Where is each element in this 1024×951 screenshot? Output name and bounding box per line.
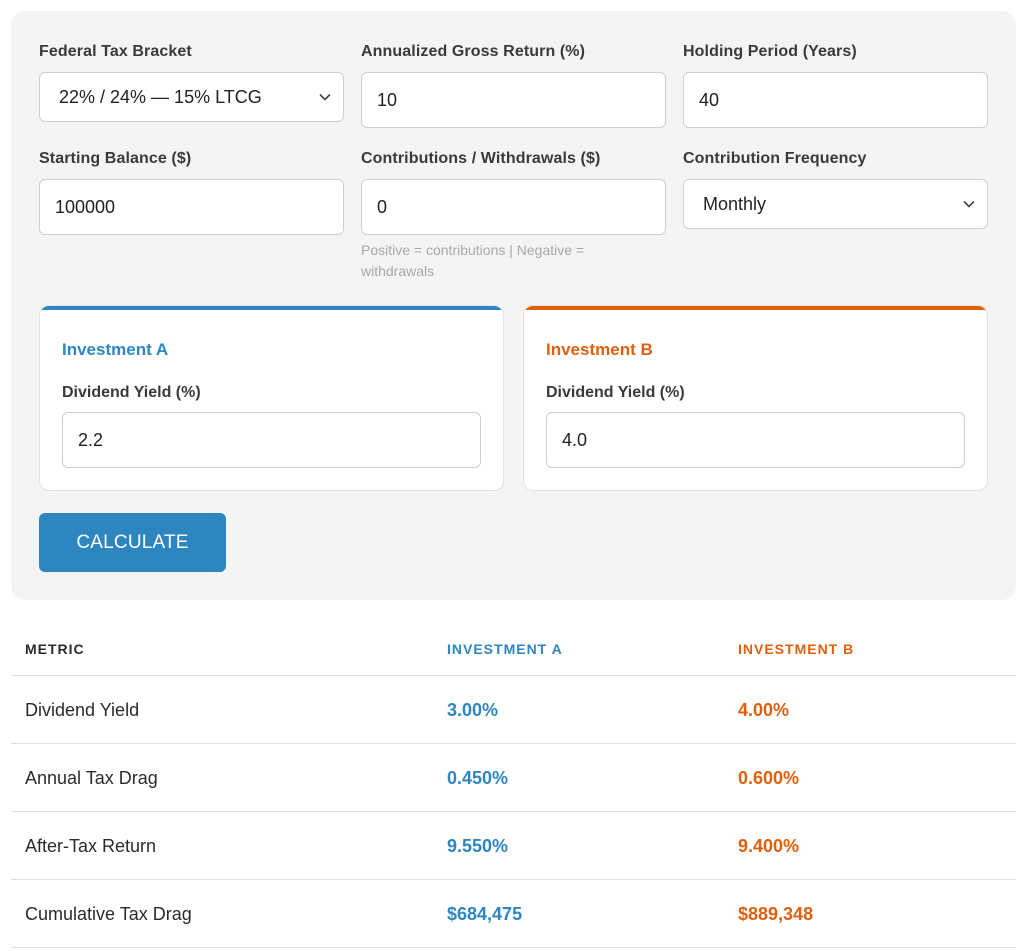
table-row: Annual Tax Drag 0.450% 0.600%: [11, 744, 1016, 812]
table-row: Dividend Yield 3.00% 4.00%: [11, 676, 1016, 744]
table-row: After-Tax Return 9.550% 9.400%: [11, 812, 1016, 880]
header-metric: METRIC: [25, 641, 85, 657]
chevron-down-icon: [319, 93, 331, 101]
investment-b-value: 9.400%: [738, 836, 800, 856]
header-investment-a: INVESTMENT A: [447, 641, 563, 657]
investment-b-title: Investment B: [546, 340, 653, 359]
results-header-row: METRIC INVESTMENT A INVESTMENT B: [11, 620, 1016, 676]
investment-a-yield-value: 2.2: [78, 429, 104, 450]
investment-b-card: Investment B Dividend Yield (%) 4.0: [523, 305, 988, 491]
investment-b-accent-bar: [524, 306, 987, 310]
investment-a-value: $684,475: [447, 904, 523, 924]
investment-b-value: 0.600%: [738, 768, 800, 788]
contributions-hint: Positive = contributions | Negative = wi…: [361, 242, 585, 279]
investment-a-title: Investment A: [62, 340, 169, 359]
gross-return-label: Annualized Gross Return (%): [361, 43, 586, 60]
investment-b-value: $889,348: [738, 904, 814, 924]
investment-a-value: 9.550%: [447, 836, 509, 856]
chevron-down-icon: [963, 200, 975, 208]
table-row: Cumulative Tax Drag $684,475 $889,348: [11, 880, 1016, 948]
metric-name: Cumulative Tax Drag: [25, 904, 192, 924]
investment-a-yield-label: Dividend Yield (%): [62, 384, 201, 401]
starting-balance-input[interactable]: 100000: [39, 179, 344, 235]
investment-a-value: 3.00%: [447, 700, 499, 720]
metric-name: Dividend Yield: [25, 700, 140, 720]
tax-bracket-select[interactable]: 22% / 24% — 15% LTCG: [39, 72, 344, 122]
results-table: METRIC INVESTMENT A INVESTMENT B Dividen…: [11, 620, 1016, 948]
header-investment-b: INVESTMENT B: [738, 641, 855, 657]
investment-b-yield-input[interactable]: 4.0: [546, 412, 965, 468]
investment-b-yield-value: 4.0: [562, 429, 588, 450]
starting-balance-value: 100000: [55, 196, 116, 217]
calculator-panel: Federal Tax Bracket 22% / 24% — 15% LTCG…: [11, 11, 1016, 600]
investment-b-value: 4.00%: [738, 700, 790, 720]
investment-a-card: Investment A Dividend Yield (%) 2.2: [39, 305, 504, 491]
investment-a-yield-input[interactable]: 2.2: [62, 412, 481, 468]
tax-bracket-value: 22% / 24% — 15% LTCG: [59, 86, 262, 107]
frequency-select[interactable]: Monthly: [683, 179, 988, 229]
gross-return-value: 10: [377, 89, 398, 110]
calculate-button[interactable]: CALCULATE: [39, 513, 226, 572]
metric-name: Annual Tax Drag: [25, 768, 158, 788]
tax-bracket-label: Federal Tax Bracket: [39, 43, 192, 60]
frequency-label: Contribution Frequency: [683, 150, 867, 167]
holding-period-label: Holding Period (Years): [683, 43, 857, 60]
frequency-value: Monthly: [703, 193, 767, 214]
metric-name: After-Tax Return: [25, 836, 157, 856]
contributions-input[interactable]: 0: [361, 179, 666, 235]
holding-period-input[interactable]: 40: [683, 72, 988, 128]
contributions-value: 0: [377, 196, 388, 217]
investment-a-value: 0.450%: [447, 768, 509, 788]
starting-balance-label: Starting Balance ($): [39, 150, 192, 167]
investment-a-accent-bar: [40, 306, 503, 310]
investment-b-yield-label: Dividend Yield (%): [546, 384, 685, 401]
holding-period-value: 40: [699, 89, 720, 110]
contributions-label: Contributions / Withdrawals ($): [361, 150, 601, 167]
gross-return-input[interactable]: 10: [361, 72, 666, 128]
